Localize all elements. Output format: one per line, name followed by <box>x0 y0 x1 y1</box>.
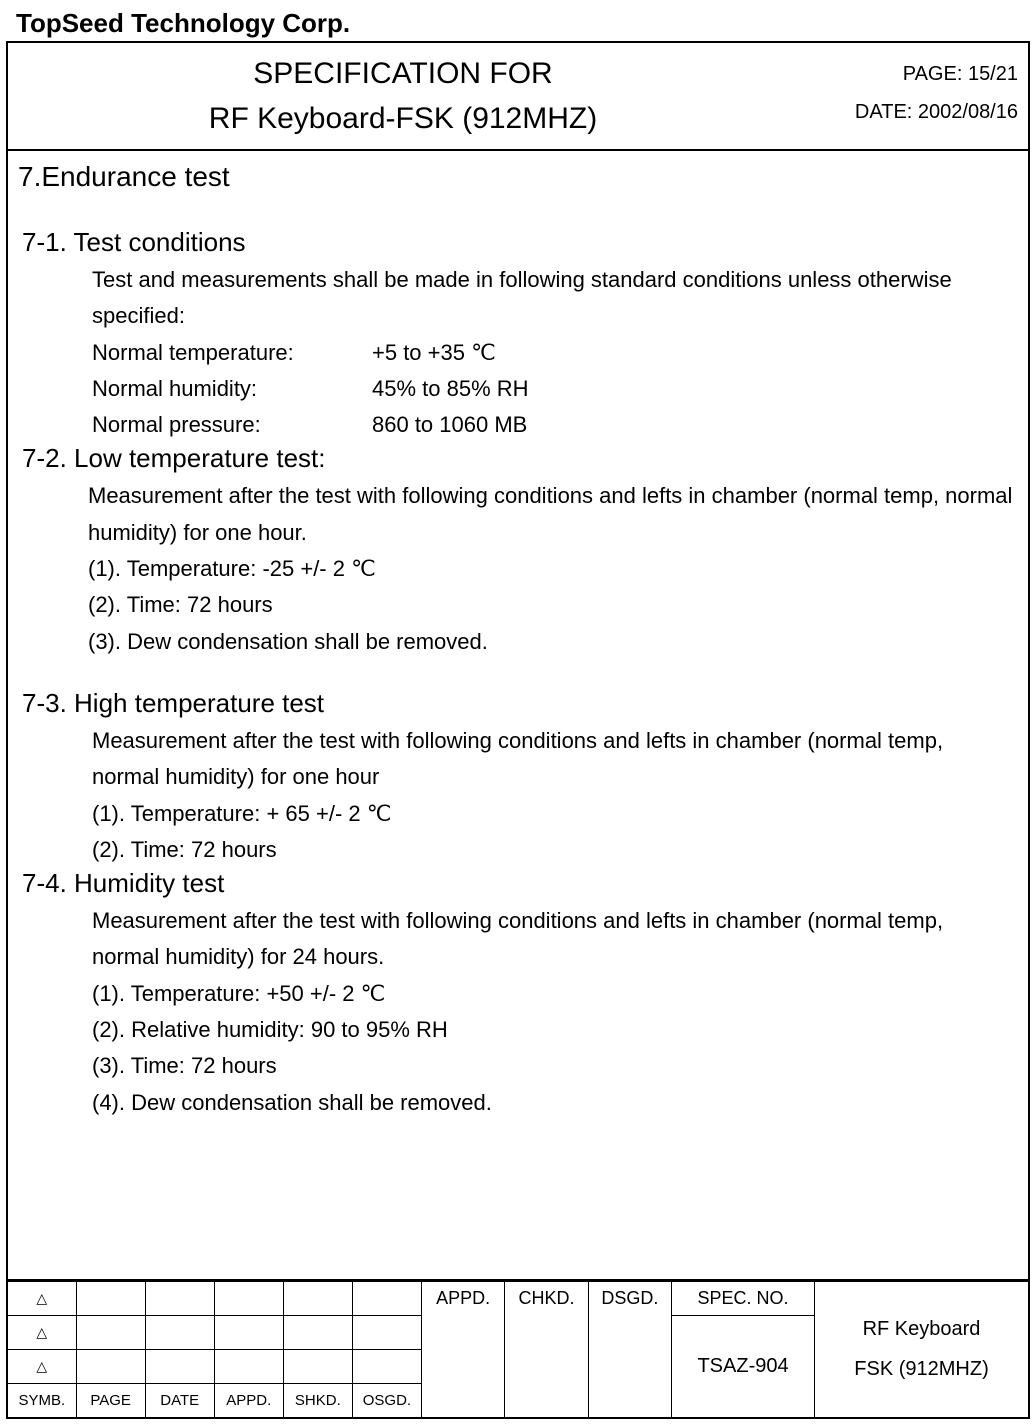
sub-7-4-l3: (3). Time: 72 hours <box>92 1048 1014 1084</box>
temp-value: +5 to +35 ℃ <box>372 335 496 371</box>
ft-chkd: CHKD. <box>505 1282 588 1418</box>
footer-table: △ APPD. CHKD. DSGD. SPEC. NO. RF Keyboar… <box>6 1281 1030 1419</box>
ft-empty <box>283 1350 352 1384</box>
hum-value: 45% to 85% RH <box>372 371 529 407</box>
spec-title-1: SPECIFICATION FOR <box>8 51 798 96</box>
sub-7-4-intro: Measurement after the test with followin… <box>92 903 1014 976</box>
temp-label: Normal temperature: <box>92 335 372 371</box>
ft-appd: APPD. <box>421 1282 504 1418</box>
ft-empty <box>352 1350 421 1384</box>
ft-product: RF Keyboard FSK (912MHZ) <box>815 1282 1029 1418</box>
ft-appd-h: APPD. <box>214 1384 283 1418</box>
ft-specno: SPEC. NO. <box>672 1282 815 1316</box>
ft-specval: TSAZ-904 <box>672 1316 815 1418</box>
ft-empty <box>76 1350 145 1384</box>
ft-dsgd: DSGD. <box>588 1282 671 1418</box>
content: 7.Endurance test 7-1. Test conditions Te… <box>6 151 1030 1281</box>
sub-7-2-l1: (1). Temperature: -25 +/- 2 ℃ <box>88 551 1014 587</box>
ft-empty <box>283 1282 352 1316</box>
page-number: PAGE: 15/21 <box>798 55 1022 93</box>
press-value: 860 to 1060 MB <box>372 407 527 443</box>
ft-empty <box>283 1316 352 1350</box>
sub-7-1-title: 7-1. Test conditions <box>22 227 1014 258</box>
sub-7-3-intro: Measurement after the test with followin… <box>92 723 1014 796</box>
sub-7-1-intro: Test and measurements shall be made in f… <box>92 262 1014 335</box>
ft-triangle-1: △ <box>7 1282 76 1316</box>
cond-temp: Normal temperature: +5 to +35 ℃ <box>92 335 1014 371</box>
sub-7-4-l2: (2). Relative humidity: 90 to 95% RH <box>92 1012 1014 1048</box>
ft-empty <box>214 1316 283 1350</box>
sub-7-4-l4: (4). Dew condensation shall be removed. <box>92 1085 1014 1121</box>
ft-empty <box>145 1350 214 1384</box>
sub-7-3-l1: (1). Temperature: + 65 +/- 2 ℃ <box>92 796 1014 832</box>
ft-empty <box>76 1282 145 1316</box>
ft-prod2: FSK (912MHZ) <box>854 1358 988 1380</box>
sub-7-2-l3: (3). Dew condensation shall be removed. <box>88 624 1014 660</box>
ft-empty <box>352 1282 421 1316</box>
sub-7-3-title: 7-3. High temperature test <box>22 688 1014 719</box>
ft-empty <box>145 1282 214 1316</box>
hum-label: Normal humidity: <box>92 371 372 407</box>
ft-triangle-2: △ <box>7 1316 76 1350</box>
ft-empty <box>352 1316 421 1350</box>
ft-date: DATE <box>145 1384 214 1418</box>
ft-shkd: SHKD. <box>283 1384 352 1418</box>
sub-7-2-l2: (2). Time: 72 hours <box>88 587 1014 623</box>
cond-humidity: Normal humidity: 45% to 85% RH <box>92 371 1014 407</box>
ft-symb: SYMB. <box>7 1384 76 1418</box>
header-right: PAGE: 15/21 DATE: 2002/08/16 <box>798 43 1028 149</box>
date: DATE: 2002/08/16 <box>798 93 1022 131</box>
cond-pressure: Normal pressure: 860 to 1060 MB <box>92 407 1014 443</box>
company-name: TopSeed Technology Corp. <box>6 8 1030 43</box>
sub-7-2-title: 7-2. Low temperature test: <box>22 443 1014 474</box>
spec-title-2: RF Keyboard-FSK (912MHZ) <box>8 96 798 141</box>
press-label: Normal pressure: <box>92 407 372 443</box>
ft-empty <box>214 1282 283 1316</box>
ft-empty <box>76 1316 145 1350</box>
header-left: SPECIFICATION FOR RF Keyboard-FSK (912MH… <box>8 43 798 149</box>
ft-page: PAGE <box>76 1384 145 1418</box>
ft-empty <box>145 1316 214 1350</box>
ft-empty <box>214 1350 283 1384</box>
sub-7-4-l1: (1). Temperature: +50 +/- 2 ℃ <box>92 976 1014 1012</box>
header-box: SPECIFICATION FOR RF Keyboard-FSK (912MH… <box>6 43 1030 151</box>
sub-7-4-title: 7-4. Humidity test <box>22 868 1014 899</box>
ft-prod1: RF Keyboard <box>863 1318 981 1340</box>
sub-7-2-intro: Measurement after the test with followin… <box>88 478 1014 551</box>
ft-osgd: OSGD. <box>352 1384 421 1418</box>
section-title: 7.Endurance test <box>18 161 1014 193</box>
sub-7-3-l2: (2). Time: 72 hours <box>92 832 1014 868</box>
ft-triangle-3: △ <box>7 1350 76 1384</box>
